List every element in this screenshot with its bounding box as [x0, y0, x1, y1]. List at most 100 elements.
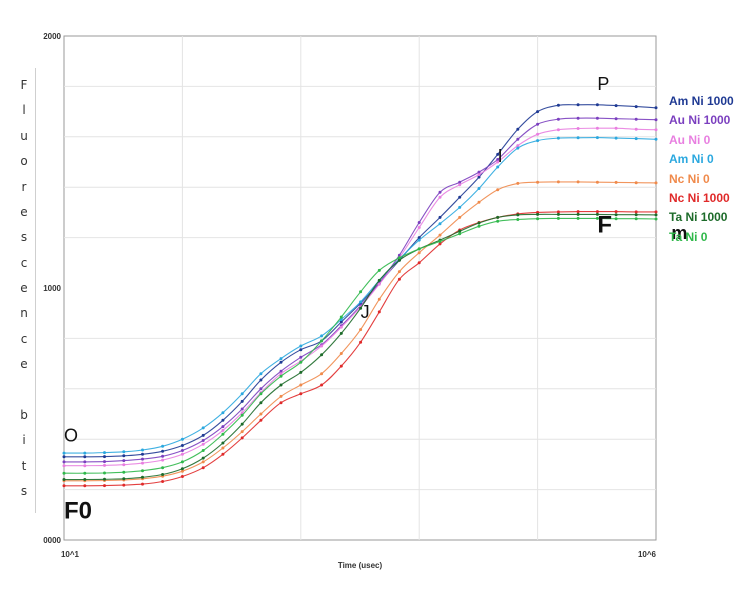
data-point — [654, 137, 658, 141]
y-axis-label-letter: F — [20, 78, 28, 92]
data-point — [320, 339, 324, 343]
data-point — [221, 411, 225, 415]
data-point — [614, 117, 618, 121]
y-axis-label-letter: u — [20, 128, 28, 143]
data-point — [221, 425, 225, 429]
data-point — [339, 352, 343, 355]
data-point — [516, 181, 520, 185]
data-point — [634, 105, 638, 109]
data-point — [536, 122, 540, 126]
data-point — [614, 136, 618, 140]
x-tick-label: 10^1 — [61, 550, 80, 559]
data-point — [299, 392, 303, 396]
data-point — [83, 464, 87, 468]
data-point — [377, 297, 381, 301]
legend-entry: Am Ni 1000 — [669, 94, 734, 108]
y-axis-label-letter: b — [20, 407, 28, 422]
data-point — [536, 110, 540, 114]
data-point — [536, 180, 540, 184]
data-point — [141, 457, 144, 461]
data-point — [161, 480, 165, 483]
data-point — [83, 471, 87, 475]
x-tick-label: 10^6 — [638, 550, 657, 559]
y-axis-label-letter: l — [22, 103, 26, 118]
data-point — [122, 450, 126, 454]
data-point — [458, 195, 462, 199]
data-point — [221, 418, 225, 422]
data-point — [161, 458, 165, 462]
data-point — [536, 132, 540, 136]
data-point — [556, 180, 560, 184]
data-point — [299, 360, 303, 364]
legend-entry: Am Ni 0 — [669, 152, 714, 167]
data-point — [339, 320, 343, 324]
y-axis-label-letter: s — [20, 484, 28, 498]
data-point — [259, 412, 263, 416]
data-point — [83, 484, 87, 488]
data-point — [458, 183, 462, 187]
data-point — [634, 213, 638, 217]
data-point — [180, 460, 184, 464]
data-point — [536, 212, 540, 216]
data-point — [595, 103, 599, 107]
data-point — [516, 146, 520, 150]
data-point — [62, 460, 66, 464]
data-point — [417, 238, 421, 242]
data-point — [320, 383, 324, 387]
data-point — [141, 461, 144, 465]
data-point — [556, 103, 560, 107]
data-point — [259, 401, 263, 405]
data-point — [62, 455, 66, 459]
data-point — [299, 355, 303, 359]
data-point — [279, 401, 283, 405]
data-point — [201, 466, 205, 470]
data-point — [240, 436, 244, 440]
data-point — [180, 452, 184, 456]
data-point — [279, 372, 283, 376]
data-point — [359, 340, 363, 344]
data-point — [614, 213, 618, 217]
data-point — [141, 469, 144, 473]
y-axis-label-letter: r — [21, 179, 27, 194]
data-point — [259, 387, 263, 391]
data-point — [259, 378, 263, 382]
data-point — [595, 116, 599, 120]
data-point — [122, 470, 126, 474]
data-point — [103, 463, 106, 467]
annotation-label: F0 — [64, 498, 92, 525]
y-axis-label-letter: c — [20, 255, 28, 270]
data-point — [122, 463, 126, 467]
data-point — [417, 221, 421, 224]
data-point — [576, 116, 580, 120]
data-point — [556, 117, 560, 121]
data-point — [320, 353, 324, 357]
data-point — [141, 452, 144, 456]
data-point — [458, 180, 462, 184]
data-point — [595, 210, 599, 214]
data-point — [417, 236, 421, 240]
data-point — [259, 372, 263, 376]
data-point — [240, 422, 244, 426]
data-point — [417, 251, 421, 255]
data-point — [359, 328, 363, 332]
data-point — [103, 455, 106, 459]
data-point — [595, 136, 599, 140]
data-point — [556, 128, 560, 132]
data-point — [438, 195, 442, 199]
data-point — [122, 459, 126, 463]
y-axis-label-letter: t — [21, 458, 27, 473]
data-point — [359, 290, 363, 294]
data-point — [595, 216, 599, 220]
annotation-label: F — [597, 212, 612, 239]
data-point — [201, 449, 205, 452]
data-point — [299, 383, 303, 387]
data-point — [397, 256, 401, 260]
data-point — [536, 139, 540, 143]
data-point — [339, 331, 343, 335]
data-point — [417, 247, 421, 251]
data-point — [477, 187, 481, 190]
data-point — [83, 478, 87, 481]
data-point — [634, 127, 638, 131]
data-point — [359, 300, 363, 304]
